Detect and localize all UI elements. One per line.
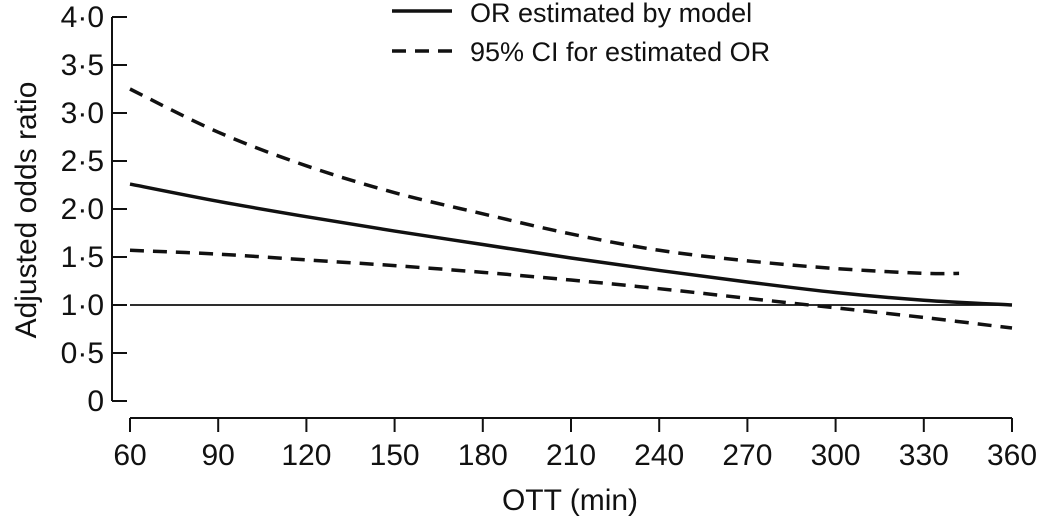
axes — [111, 17, 1012, 419]
y-tick-label: 2·0 — [61, 193, 104, 226]
legend: OR estimated by model 95% CI for estimat… — [392, 0, 770, 67]
legend-label-ci: 95% CI for estimated OR — [470, 37, 770, 67]
x-axis-ticks: 60 90 120 150 180 210 240 270 300 330 360 — [113, 418, 1037, 472]
or-estimate-line — [129, 182, 1013, 307]
y-tick-label: 1·0 — [61, 289, 104, 322]
y-tick-label: 0 — [87, 385, 104, 418]
x-tick-label: 360 — [987, 439, 1037, 472]
y-tick-label: 3·0 — [61, 97, 104, 130]
y-axis-ticks: 0 0·5 1·0 1·5 2·0 2·5 3·0 3·5 4·0 — [61, 1, 127, 418]
x-tick-label: 240 — [634, 439, 684, 472]
y-tick-label: 1·5 — [61, 241, 104, 274]
y-tick-label: 4·0 — [61, 1, 104, 34]
y-tick-label: 3·5 — [61, 49, 104, 82]
x-tick-label: 270 — [722, 439, 772, 472]
x-tick-label: 60 — [113, 439, 146, 472]
y-tick-label: 2·5 — [61, 145, 104, 178]
y-tick-label: 0·5 — [61, 337, 104, 370]
x-tick-label: 330 — [899, 439, 949, 472]
legend-label-model: OR estimated by model — [470, 0, 752, 28]
y-axis-title: Adjusted odds ratio — [10, 82, 43, 339]
ci-bound-line-2 — [129, 248, 1013, 330]
x-tick-label: 180 — [458, 439, 508, 472]
x-tick-label: 150 — [370, 439, 420, 472]
x-tick-label: 90 — [202, 439, 235, 472]
series-layer — [129, 87, 1013, 330]
x-tick-label: 300 — [811, 439, 861, 472]
x-tick-label: 210 — [546, 439, 596, 472]
x-axis-title: OTT (min) — [502, 484, 638, 517]
x-tick-label: 120 — [281, 439, 331, 472]
ci-bound-line-1 — [129, 87, 960, 276]
